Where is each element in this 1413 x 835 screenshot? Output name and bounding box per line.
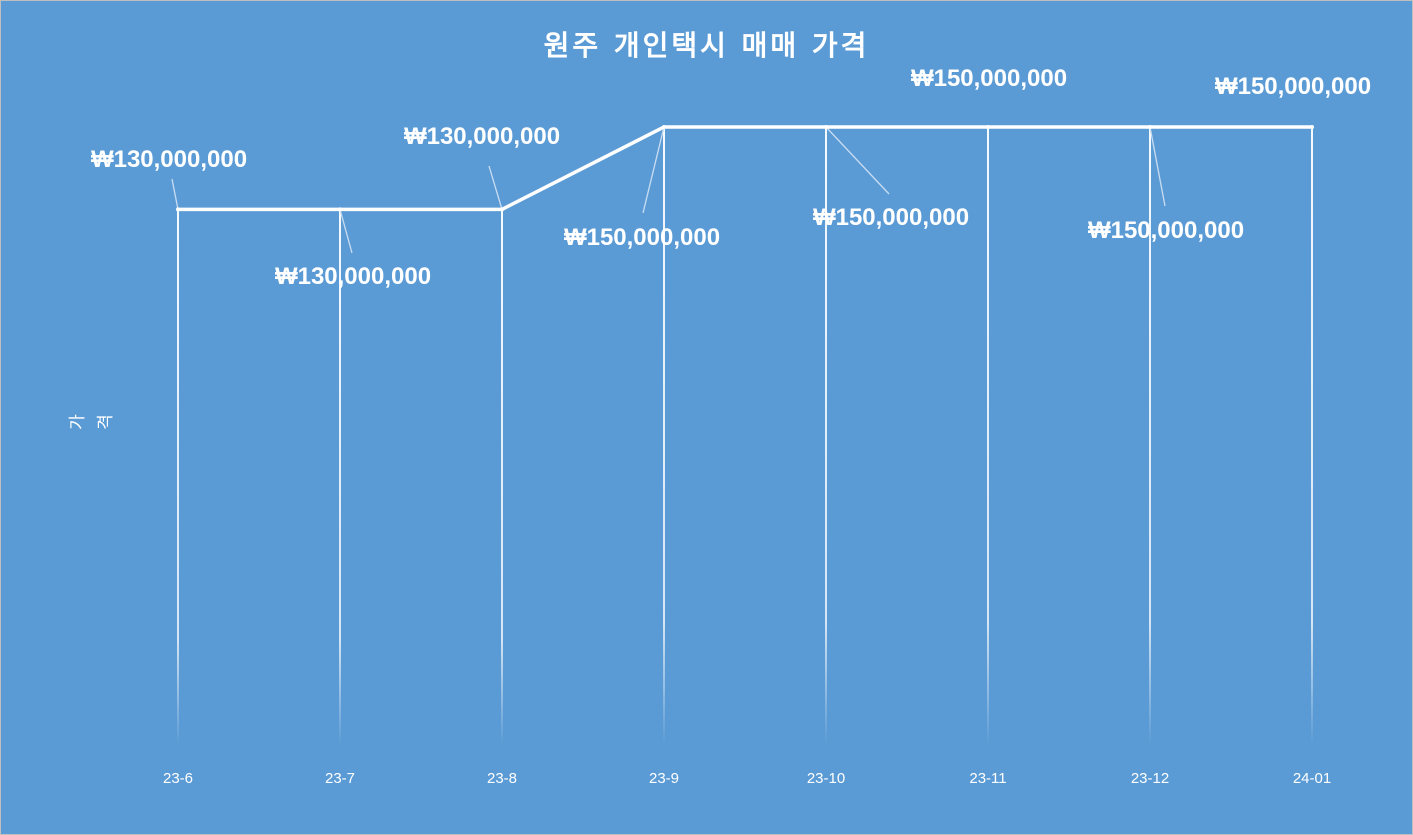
data-point [1148, 125, 1152, 129]
drop-line [663, 127, 665, 745]
drop-line [1311, 127, 1313, 745]
x-tick-label: 23-9 [649, 770, 679, 787]
data-label: ₩150,000,000 [1215, 73, 1371, 100]
data-label: ₩130,000,000 [275, 263, 431, 290]
data-label: ₩150,000,000 [813, 204, 969, 231]
leader-line [1149, 126, 1166, 207]
data-label: ₩150,000,000 [911, 65, 1067, 92]
x-tick-label: 23-7 [325, 770, 355, 787]
data-point [500, 207, 504, 212]
x-tick-label: 23-6 [163, 770, 193, 787]
data-label: ₩130,000,000 [91, 146, 247, 173]
data-label: ₩150,000,000 [564, 224, 720, 251]
data-point [662, 125, 666, 129]
data-point [1310, 125, 1314, 129]
x-tick-label: 23-12 [1131, 770, 1169, 787]
chart-title: 원주 개인택시 매매 가격 [543, 29, 870, 62]
drop-line [501, 209, 503, 745]
data-point [986, 125, 990, 129]
drop-line [177, 209, 179, 745]
data-point [176, 207, 180, 212]
leader-line [488, 165, 503, 210]
drop-line [825, 127, 827, 745]
drop-line [1149, 127, 1151, 745]
leader-line [339, 209, 353, 254]
x-tick-label: 23-8 [487, 770, 517, 787]
leader-line [171, 178, 179, 210]
data-point [824, 125, 828, 129]
data-point [338, 207, 342, 212]
data-label: ₩150,000,000 [1088, 217, 1244, 244]
series-line [178, 125, 1312, 212]
x-tick-label: 24-01 [1293, 770, 1331, 787]
x-tick-label: 23-10 [807, 770, 845, 787]
drop-line [339, 209, 341, 745]
leader-line [642, 126, 665, 214]
x-tick-label: 23-11 [969, 770, 1006, 787]
data-label: ₩130,000,000 [404, 123, 560, 150]
drop-line [987, 127, 989, 745]
leader-line [825, 126, 890, 195]
